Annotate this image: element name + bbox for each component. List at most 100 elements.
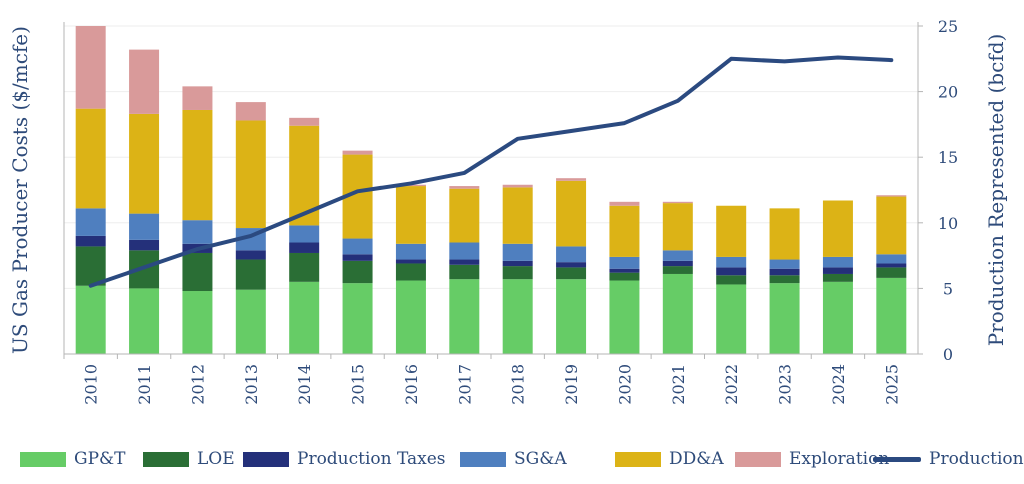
legend-swatch xyxy=(873,456,921,462)
bar-2012-gpt xyxy=(182,291,213,354)
bar-2018-exploration xyxy=(502,184,533,188)
bar-2017-sga xyxy=(449,242,480,260)
right-axis-ticks: 0 5 10 15 20 25 xyxy=(938,17,958,364)
bar-2018-sga xyxy=(502,243,533,261)
x-tick-label: 2022 xyxy=(722,364,741,405)
bar-2013-dda xyxy=(235,120,266,229)
bar-2016-productiontaxes xyxy=(395,259,426,264)
x-tick-label: 2013 xyxy=(242,364,261,405)
bar-2012-dda xyxy=(182,109,213,221)
legend-swatch xyxy=(735,451,781,467)
x-tick-label: 2021 xyxy=(669,364,688,405)
stacked-bars xyxy=(75,26,907,354)
bar-2022-dda xyxy=(716,205,747,257)
bar-2022-gpt xyxy=(716,284,747,354)
x-tick-label: 2024 xyxy=(829,364,848,405)
y2-tick-label: 25 xyxy=(938,17,958,36)
bar-2010-gpt xyxy=(75,285,106,354)
bar-2023-loe xyxy=(769,275,800,284)
x-axis-labels: 2010 2011 2012 2013 2014 2015 2016 2017 2018 2019… xyxy=(82,364,902,405)
legend-label: Production Taxes xyxy=(297,449,446,469)
bar-2010-dda xyxy=(75,108,106,209)
bar-2017-productiontaxes xyxy=(449,259,480,265)
bar-2025-gpt xyxy=(876,277,907,354)
x-tick-label: 2012 xyxy=(188,364,207,405)
axes xyxy=(63,22,923,359)
bar-2025-sga xyxy=(876,254,907,264)
bar-2024-loe xyxy=(822,273,853,282)
bar-2013-loe xyxy=(235,259,266,290)
bar-2018-productiontaxes xyxy=(502,260,533,267)
bar-2012-loe xyxy=(182,252,213,292)
bar-2010-productiontaxes xyxy=(75,235,106,247)
bar-2022-loe xyxy=(716,275,747,285)
bar-2022-productiontaxes xyxy=(716,267,747,276)
bar-2017-exploration xyxy=(449,186,480,189)
bar-2023-dda xyxy=(769,208,800,260)
bar-2024-sga xyxy=(822,256,853,268)
legend-item-production: Production xyxy=(873,444,1024,474)
legend-label: LOE xyxy=(197,449,235,469)
bar-2015-productiontaxes xyxy=(342,254,373,261)
bar-2014-gpt xyxy=(289,281,320,354)
bar-2016-dda xyxy=(395,186,426,244)
bar-2015-loe xyxy=(342,260,373,284)
legend: GP&T LOE Production Taxes SG&A DD&A Explorati… xyxy=(0,444,1024,474)
bar-2015-exploration xyxy=(342,150,373,155)
x-tick-label: 2025 xyxy=(882,364,901,405)
bar-2018-dda xyxy=(502,187,533,244)
bar-2019-gpt xyxy=(556,279,587,354)
bar-2013-productiontaxes xyxy=(235,250,266,260)
x-tick-label: 2017 xyxy=(455,364,474,405)
bar-2019-exploration xyxy=(556,178,587,181)
bar-2010-loe xyxy=(75,246,106,286)
legend-swatch xyxy=(143,451,189,467)
production-line xyxy=(88,55,894,288)
legend-label: Exploration xyxy=(789,449,890,469)
y2-axis-title: Production Represented (bcfd) xyxy=(984,34,1008,347)
y-axis-title: US Gas Producer Costs ($/mcfe) xyxy=(8,26,32,354)
bar-2018-loe xyxy=(502,266,533,280)
bar-2021-sga xyxy=(662,250,693,261)
x-tick-label: 2015 xyxy=(349,364,368,405)
bar-2017-loe xyxy=(449,264,480,280)
legend-label: SG&A xyxy=(514,449,567,469)
bar-2024-productiontaxes xyxy=(822,267,853,274)
bar-2024-gpt xyxy=(822,281,853,354)
bar-2021-gpt xyxy=(662,273,693,354)
legend-item-productiontaxes: Production Taxes xyxy=(243,444,446,474)
bar-2013-exploration xyxy=(235,102,266,121)
bar-2010-exploration xyxy=(75,26,106,109)
bar-2014-productiontaxes xyxy=(289,242,320,253)
legend-swatch xyxy=(243,451,289,467)
bar-2020-dda xyxy=(609,205,640,257)
bar-2011-sga xyxy=(129,213,160,240)
bar-2012-exploration xyxy=(182,86,213,110)
bar-2023-productiontaxes xyxy=(769,268,800,276)
legend-item-loe: LOE xyxy=(143,444,235,474)
y2-tick-label: 15 xyxy=(938,148,958,167)
bar-2011-productiontaxes xyxy=(129,239,160,251)
bar-2013-gpt xyxy=(235,289,266,354)
bar-2024-dda xyxy=(822,200,853,257)
legend-label: GP&T xyxy=(74,449,126,469)
bar-2025-productiontaxes xyxy=(876,263,907,268)
bar-2021-productiontaxes xyxy=(662,260,693,267)
bar-2025-loe xyxy=(876,267,907,278)
legend-item-sga: SG&A xyxy=(460,444,567,474)
bar-2017-dda xyxy=(449,188,480,243)
bar-2019-sga xyxy=(556,246,587,263)
bar-2011-dda xyxy=(129,113,160,214)
legend-swatch xyxy=(20,451,66,467)
bar-2020-productiontaxes xyxy=(609,268,640,273)
bar-2016-loe xyxy=(395,263,426,281)
bar-2011-exploration xyxy=(129,49,160,114)
bar-2019-productiontaxes xyxy=(556,262,587,268)
bar-2020-gpt xyxy=(609,280,640,354)
bar-2014-exploration xyxy=(289,117,320,126)
legend-item-dda: DD&A xyxy=(615,444,724,474)
bar-2018-gpt xyxy=(502,279,533,354)
y2-tick-label: 20 xyxy=(938,83,958,102)
y2-tick-label: 10 xyxy=(938,214,958,233)
x-tick-label: 2011 xyxy=(135,364,154,405)
